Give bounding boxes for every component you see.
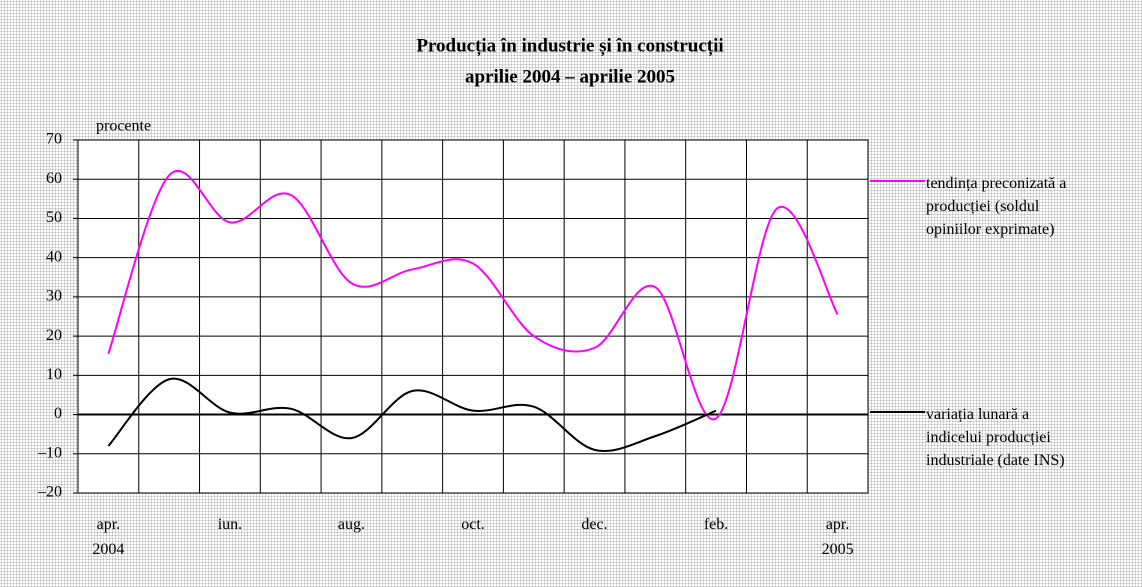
y-axis-label: procente — [96, 118, 151, 135]
x-tick-label: oct. — [461, 516, 485, 533]
y-tick-label: 40 — [46, 248, 62, 265]
y-tick-label: 70 — [46, 131, 62, 148]
series-line — [107, 377, 717, 452]
legend-label: tendința preconizată a producției (soldu… — [926, 175, 1067, 238]
y-tick-label: –10 — [37, 444, 62, 461]
x-tick-label: dec. — [581, 516, 607, 533]
y-tick-label: 50 — [46, 209, 62, 226]
y-tick-label: 60 — [46, 170, 62, 187]
x-tick-label: apr. 2004 — [92, 516, 124, 558]
x-tick-label: iun. — [218, 516, 242, 533]
x-tick-label: apr. 2005 — [822, 516, 854, 558]
y-tick-label: 10 — [46, 366, 62, 383]
series-line — [107, 170, 839, 421]
y-tick-label: 20 — [46, 327, 62, 344]
chart-title: Producția în industrie și în construcții — [416, 35, 723, 56]
legend-label: variația lunară a indicelui producției i… — [926, 406, 1065, 469]
y-tick-label: 0 — [54, 405, 62, 422]
chart-subtitle: aprilie 2004 – aprilie 2005 — [465, 66, 675, 87]
x-tick-label: feb. — [704, 516, 728, 533]
plot-area — [77, 139, 869, 494]
x-tick-label: aug. — [338, 516, 365, 533]
y-tick-label: –20 — [37, 484, 62, 501]
y-tick-label: 30 — [46, 288, 62, 305]
